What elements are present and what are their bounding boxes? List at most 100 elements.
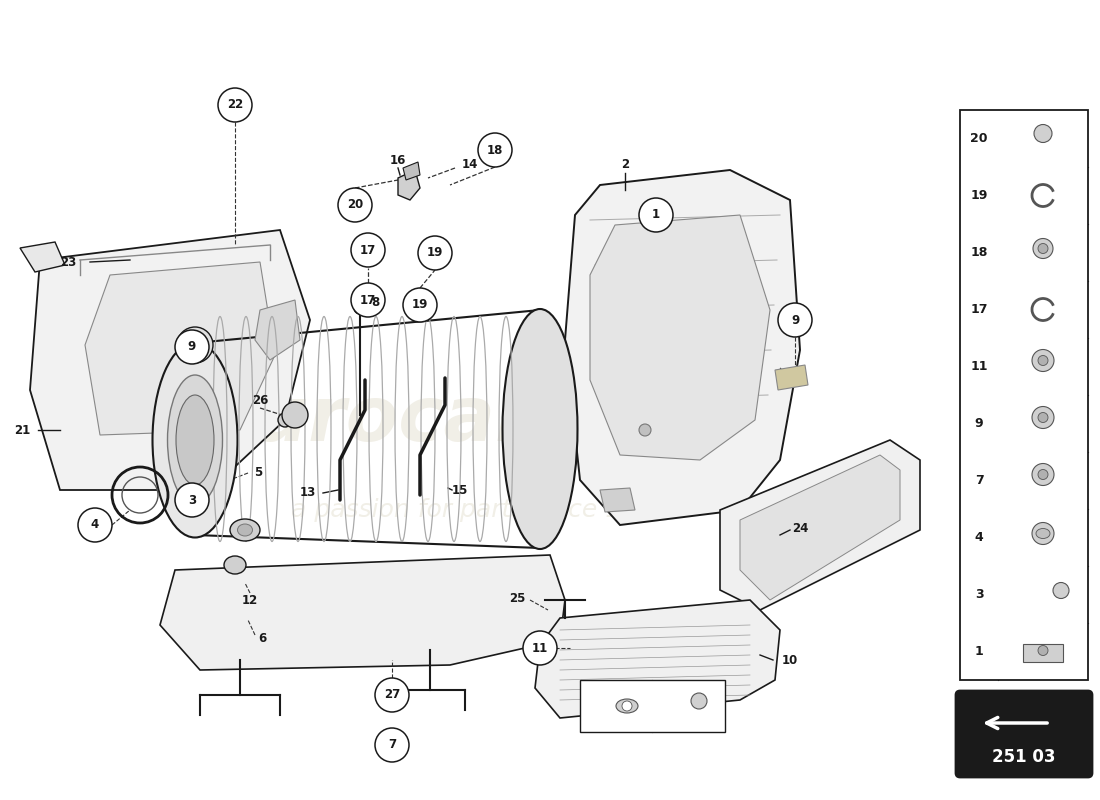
Ellipse shape [230,519,260,541]
Text: 17: 17 [970,303,988,316]
Circle shape [403,288,437,322]
Text: 17: 17 [360,294,376,306]
Polygon shape [720,440,920,610]
Text: 19: 19 [411,298,428,311]
Polygon shape [565,170,800,525]
Circle shape [177,327,213,363]
Circle shape [218,88,252,122]
Polygon shape [535,600,780,718]
Circle shape [351,283,385,317]
Text: 24: 24 [792,522,808,534]
Circle shape [1038,355,1048,366]
Bar [1023,643,1063,662]
Polygon shape [20,242,65,272]
FancyBboxPatch shape [956,691,1092,777]
Text: 18: 18 [970,246,988,259]
Text: 16: 16 [389,154,406,166]
Text: 11: 11 [970,360,988,373]
Text: 22: 22 [227,98,243,111]
Bar [580,680,725,732]
Ellipse shape [153,342,238,538]
Text: 15: 15 [452,483,469,497]
Polygon shape [776,365,808,390]
Circle shape [1032,350,1054,371]
Circle shape [691,693,707,709]
Text: 9: 9 [975,417,983,430]
Circle shape [418,236,452,270]
Circle shape [1032,406,1054,429]
Circle shape [1038,243,1048,254]
Circle shape [175,330,209,364]
Polygon shape [398,170,420,200]
Circle shape [639,424,651,436]
Circle shape [1032,463,1054,486]
Text: 5: 5 [254,466,262,479]
Text: 19: 19 [970,189,988,202]
Text: 2: 2 [620,158,629,171]
Polygon shape [600,488,635,512]
Ellipse shape [278,413,292,427]
Text: 26: 26 [252,394,268,406]
Circle shape [522,631,557,665]
Circle shape [1038,646,1048,655]
Text: 14: 14 [462,158,478,171]
Text: eurocarparts: eurocarparts [201,383,758,457]
Text: 3: 3 [188,494,196,506]
Ellipse shape [616,699,638,713]
Polygon shape [255,300,300,360]
Circle shape [1053,582,1069,598]
Circle shape [1032,522,1054,545]
Polygon shape [740,455,900,600]
Circle shape [354,302,366,314]
Circle shape [375,678,409,712]
Circle shape [375,728,409,762]
Ellipse shape [503,309,578,549]
Polygon shape [85,262,275,435]
Text: 17: 17 [360,243,376,257]
Text: 1: 1 [652,209,660,222]
Polygon shape [30,230,310,490]
Ellipse shape [1036,529,1050,538]
Circle shape [478,133,512,167]
Circle shape [621,701,632,711]
Ellipse shape [176,395,214,485]
Text: 4: 4 [91,518,99,531]
Text: 25: 25 [509,591,525,605]
Ellipse shape [238,524,253,536]
Text: 4: 4 [975,531,983,544]
Polygon shape [160,555,565,670]
Circle shape [778,303,812,337]
Text: 20: 20 [346,198,363,211]
Text: 1: 1 [975,645,983,658]
Ellipse shape [224,556,246,574]
Text: 22: 22 [662,699,678,713]
Text: 6: 6 [257,631,266,645]
Text: 11: 11 [532,642,548,654]
Circle shape [1038,470,1048,479]
Circle shape [185,335,205,355]
Text: 27: 27 [384,689,400,702]
Polygon shape [403,162,420,180]
Text: 9: 9 [188,341,196,354]
Circle shape [639,198,673,232]
Circle shape [351,233,385,267]
Text: 7: 7 [388,738,396,751]
Text: 10: 10 [782,654,799,666]
Circle shape [1034,125,1052,142]
Polygon shape [590,215,770,460]
Circle shape [338,188,372,222]
Text: 12: 12 [242,594,258,606]
Bar [960,110,1088,680]
Text: 19: 19 [427,246,443,259]
Text: a passion for parts since 1985: a passion for parts since 1985 [292,498,669,522]
Ellipse shape [167,375,222,505]
Text: 13: 13 [300,486,316,499]
Circle shape [1038,413,1048,422]
Text: 7: 7 [975,474,983,487]
Text: 21: 21 [14,423,30,437]
Text: 20: 20 [970,132,988,145]
Text: 8: 8 [371,295,380,309]
Text: 9: 9 [791,314,799,326]
Text: 23: 23 [59,255,76,269]
Circle shape [78,508,112,542]
